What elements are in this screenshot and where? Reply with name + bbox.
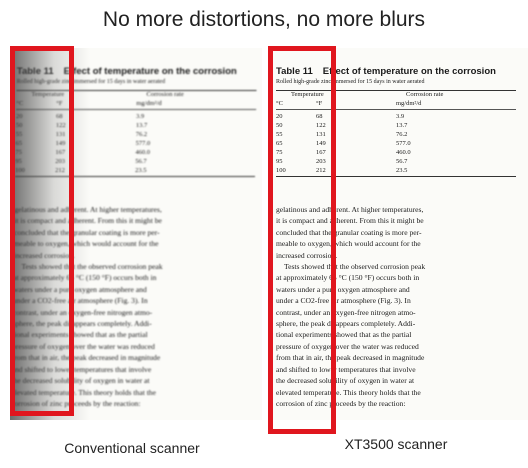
column-header: mg/dm²/d bbox=[396, 100, 421, 107]
table-cell: 23.5 bbox=[135, 167, 146, 174]
table-cell: 460.0 bbox=[135, 149, 150, 156]
table-cell: 577.0 bbox=[136, 140, 151, 147]
table-cell: 56.7 bbox=[396, 158, 407, 165]
page: No more distortions, no more blurs Table… bbox=[0, 0, 528, 468]
table-cell: 460.0 bbox=[396, 149, 411, 156]
table-cell: 577.0 bbox=[396, 140, 411, 147]
table-cell: 23.5 bbox=[396, 167, 407, 174]
table-cell: 3.9 bbox=[136, 113, 144, 120]
highlight-box bbox=[10, 46, 74, 416]
group-header: Corrosion rate bbox=[406, 91, 443, 98]
caption: Conventional scanner bbox=[12, 440, 252, 456]
headline: No more distortions, no more blurs bbox=[0, 8, 528, 32]
table-cell: 76.2 bbox=[396, 131, 407, 138]
table-cell: 56.7 bbox=[135, 158, 146, 165]
column-header: mg/dm²/d bbox=[136, 100, 162, 107]
table-cell: 3.9 bbox=[396, 113, 404, 120]
table-cell: 13.7 bbox=[396, 122, 407, 129]
table-cell: 76.2 bbox=[136, 131, 147, 138]
caption: XT3500 scanner bbox=[276, 436, 516, 452]
highlight-box bbox=[268, 46, 336, 434]
table-cell: 13.7 bbox=[136, 122, 147, 129]
table-title: Effect of temperature on the corrosion bbox=[323, 66, 496, 77]
group-header: Corrosion rate bbox=[146, 91, 183, 98]
